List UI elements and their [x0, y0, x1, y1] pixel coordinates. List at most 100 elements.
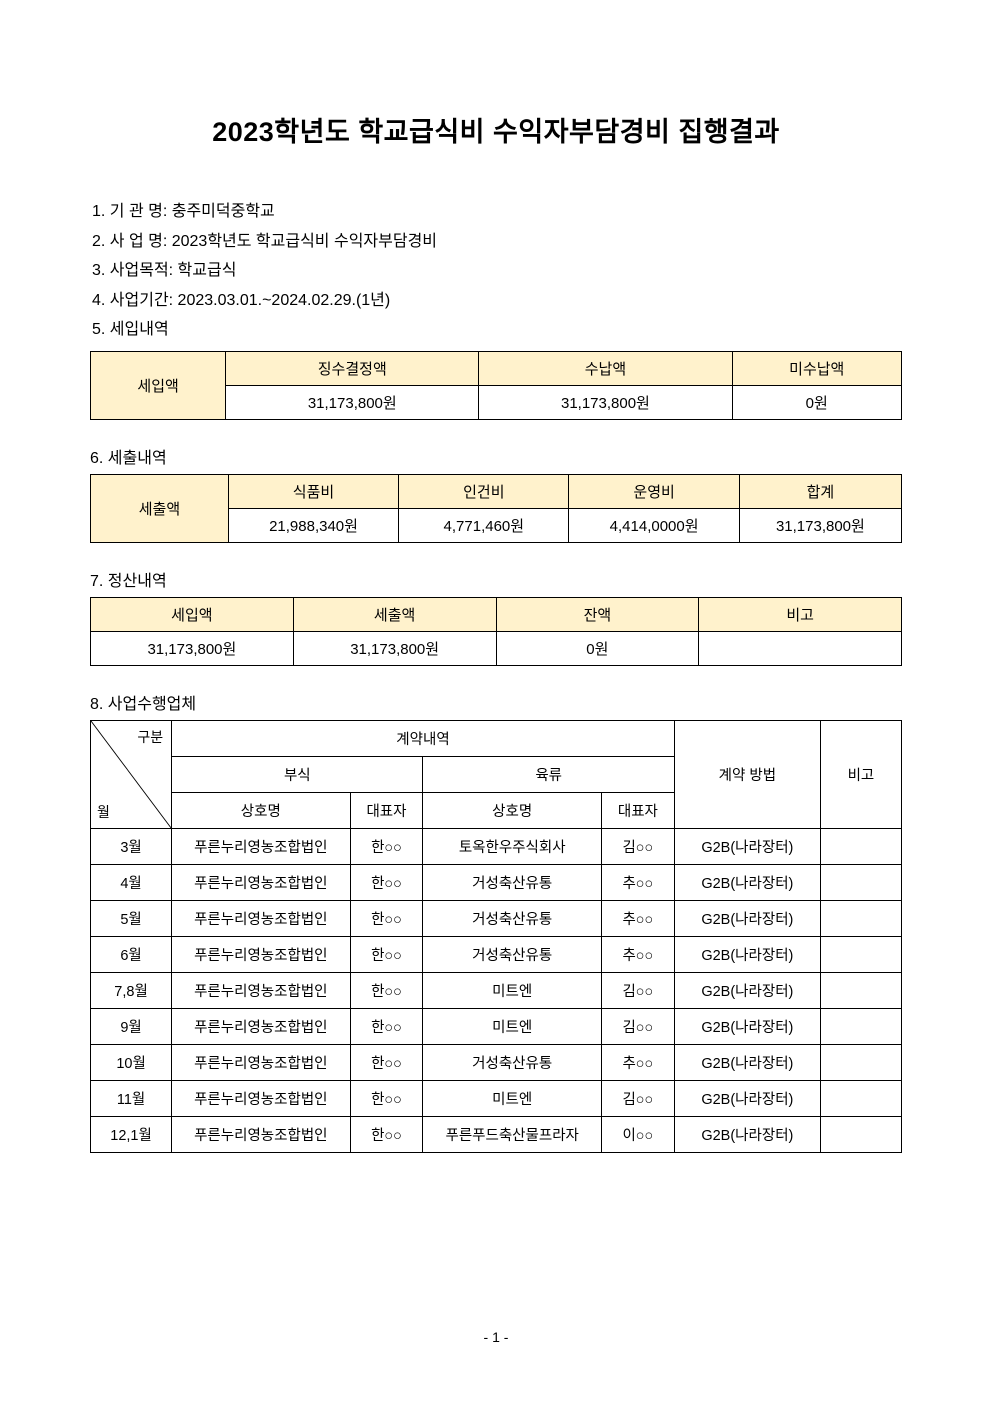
table-row: 세입액 세출액 잔액 비고: [91, 597, 902, 631]
settle-head-c3: 잔액: [496, 597, 699, 631]
vendors-side-rep: 한○○: [350, 1008, 423, 1044]
vendors-note: [820, 1116, 901, 1152]
vendors-method: G2B(나라장터): [674, 900, 820, 936]
vendors-month: 3월: [91, 828, 172, 864]
vendors-meat-company: 미트엔: [423, 972, 601, 1008]
vendors-method: G2B(나라장터): [674, 1008, 820, 1044]
vendors-method: G2B(나라장터): [674, 864, 820, 900]
info-section5: 5. 세입내역: [92, 315, 902, 345]
table-row: 7,8월푸른누리영농조합법인한○○미트엔김○○G2B(나라장터): [91, 972, 902, 1008]
page-title: 2023학년도 학교급식비 수익자부담경비 집행결과: [90, 110, 902, 149]
vendors-side-rep: 한○○: [350, 1044, 423, 1080]
vendors-side-company: 푸른누리영농조합법인: [172, 1080, 350, 1116]
vendors-table: 구분 월 계약내역 계약 방법 비고 부식 육류 상호명 대표자 상호명 대표자…: [90, 720, 902, 1153]
vendors-meat-rep: 김○○: [601, 972, 674, 1008]
vendors-method: G2B(나라장터): [674, 1044, 820, 1080]
settle-val-c4: [699, 631, 902, 665]
expend-rowhead: 세출액: [91, 474, 229, 542]
vendors-diag-header: 구분 월: [91, 720, 172, 828]
vendors-meat-rep: 김○○: [601, 828, 674, 864]
vendors-side-rep: 한○○: [350, 864, 423, 900]
revenue-head-c2: 수납액: [479, 351, 732, 385]
vendors-meat-rep: 이○○: [601, 1116, 674, 1152]
vendors-side-company: 푸른누리영농조합법인: [172, 936, 350, 972]
revenue-table: 세입액 징수결정액 수납액 미수납액 31,173,800원 31,173,80…: [90, 351, 902, 420]
section7-label: 7. 정산내역: [90, 567, 902, 591]
table-row: 구분 월 계약내역 계약 방법 비고: [91, 720, 902, 756]
revenue-head-c3: 미수납액: [732, 351, 902, 385]
vendors-side-company: 푸른누리영농조합법인: [172, 828, 350, 864]
vendors-month: 10월: [91, 1044, 172, 1080]
settlement-table: 세입액 세출액 잔액 비고 31,173,800원 31,173,800원 0원: [90, 597, 902, 666]
vendors-side-company: 푸른누리영농조합법인: [172, 1116, 350, 1152]
section8-label: 8. 사업수행업체: [90, 690, 902, 714]
revenue-val-c2: 31,173,800원: [479, 385, 732, 419]
vendors-meat-company: 푸른푸드축산물프라자: [423, 1116, 601, 1152]
table-row: 12,1월푸른누리영농조합법인한○○푸른푸드축산물프라자이○○G2B(나라장터): [91, 1116, 902, 1152]
info-business: 2. 사 업 명: 2023학년도 학교급식비 수익자부담경비: [92, 227, 902, 257]
vendors-meat-company: 미트엔: [423, 1080, 601, 1116]
vendors-note: [820, 1044, 901, 1080]
revenue-head-c1: 징수결정액: [226, 351, 479, 385]
settle-val-c1: 31,173,800원: [91, 631, 294, 665]
expend-val-c3: 4,414,0000원: [569, 508, 739, 542]
vendors-meat-rep: 추○○: [601, 936, 674, 972]
table-row: 9월푸른누리영농조합법인한○○미트엔김○○G2B(나라장터): [91, 1008, 902, 1044]
expend-val-c4: 31,173,800원: [739, 508, 901, 542]
expend-head-c1: 식품비: [228, 474, 398, 508]
table-row: 31,173,800원 31,173,800원 0원: [91, 631, 902, 665]
vendors-head-method: 계약 방법: [674, 720, 820, 828]
vendors-month: 11월: [91, 1080, 172, 1116]
vendors-method: G2B(나라장터): [674, 1080, 820, 1116]
vendors-side-rep: 한○○: [350, 972, 423, 1008]
vendors-side-rep: 한○○: [350, 936, 423, 972]
vendors-diag-bottom: 월: [97, 802, 110, 822]
revenue-val-c3: 0원: [732, 385, 902, 419]
settle-head-c4: 비고: [699, 597, 902, 631]
vendors-method: G2B(나라장터): [674, 828, 820, 864]
vendors-note: [820, 828, 901, 864]
vendors-meat-rep: 김○○: [601, 1008, 674, 1044]
vendors-meat-rep: 추○○: [601, 1044, 674, 1080]
vendors-head-meat: 육류: [423, 756, 674, 792]
expend-val-c2: 4,771,460원: [399, 508, 569, 542]
table-row: 세출액 식품비 인건비 운영비 합계: [91, 474, 902, 508]
vendors-side-company: 푸른누리영농조합법인: [172, 972, 350, 1008]
section6-label: 6. 세출내역: [90, 444, 902, 468]
vendors-meat-company: 거성축산유통: [423, 1044, 601, 1080]
vendors-month: 4월: [91, 864, 172, 900]
expenditure-table: 세출액 식품비 인건비 운영비 합계 21,988,340원 4,771,460…: [90, 474, 902, 543]
page-number: - 1 -: [0, 1329, 992, 1345]
vendors-head-side-company: 상호명: [172, 792, 350, 828]
vendors-side-company: 푸른누리영농조합법인: [172, 900, 350, 936]
vendors-meat-company: 거성축산유통: [423, 900, 601, 936]
vendors-note: [820, 972, 901, 1008]
settle-head-c2: 세출액: [293, 597, 496, 631]
vendors-month: 9월: [91, 1008, 172, 1044]
vendors-meat-rep: 추○○: [601, 900, 674, 936]
vendors-side-company: 푸른누리영농조합법인: [172, 1044, 350, 1080]
vendors-side-company: 푸른누리영농조합법인: [172, 1008, 350, 1044]
settle-val-c3: 0원: [496, 631, 699, 665]
vendors-side-rep: 한○○: [350, 1080, 423, 1116]
vendors-meat-rep: 김○○: [601, 1080, 674, 1116]
vendors-head-meat-company: 상호명: [423, 792, 601, 828]
table-row: 4월푸른누리영농조합법인한○○거성축산유통추○○G2B(나라장터): [91, 864, 902, 900]
vendors-side-rep: 한○○: [350, 828, 423, 864]
info-purpose: 3. 사업목적: 학교급식: [92, 256, 902, 286]
vendors-side-rep: 한○○: [350, 900, 423, 936]
vendors-method: G2B(나라장터): [674, 972, 820, 1008]
vendors-head-contract: 계약내역: [172, 720, 675, 756]
vendors-note: [820, 1008, 901, 1044]
info-institution: 1. 기 관 명: 충주미덕중학교: [92, 197, 902, 227]
expend-val-c1: 21,988,340원: [228, 508, 398, 542]
vendors-note: [820, 1080, 901, 1116]
vendors-note: [820, 900, 901, 936]
vendors-month: 5월: [91, 900, 172, 936]
vendors-head-note: 비고: [820, 720, 901, 828]
vendors-meat-company: 거성축산유통: [423, 864, 601, 900]
table-row: 3월푸른누리영농조합법인한○○토옥한우주식회사김○○G2B(나라장터): [91, 828, 902, 864]
page: 2023학년도 학교급식비 수익자부담경비 집행결과 1. 기 관 명: 충주미…: [0, 0, 992, 1153]
info-period: 4. 사업기간: 2023.03.01.~2024.02.29.(1년): [92, 286, 902, 316]
vendors-method: G2B(나라장터): [674, 936, 820, 972]
